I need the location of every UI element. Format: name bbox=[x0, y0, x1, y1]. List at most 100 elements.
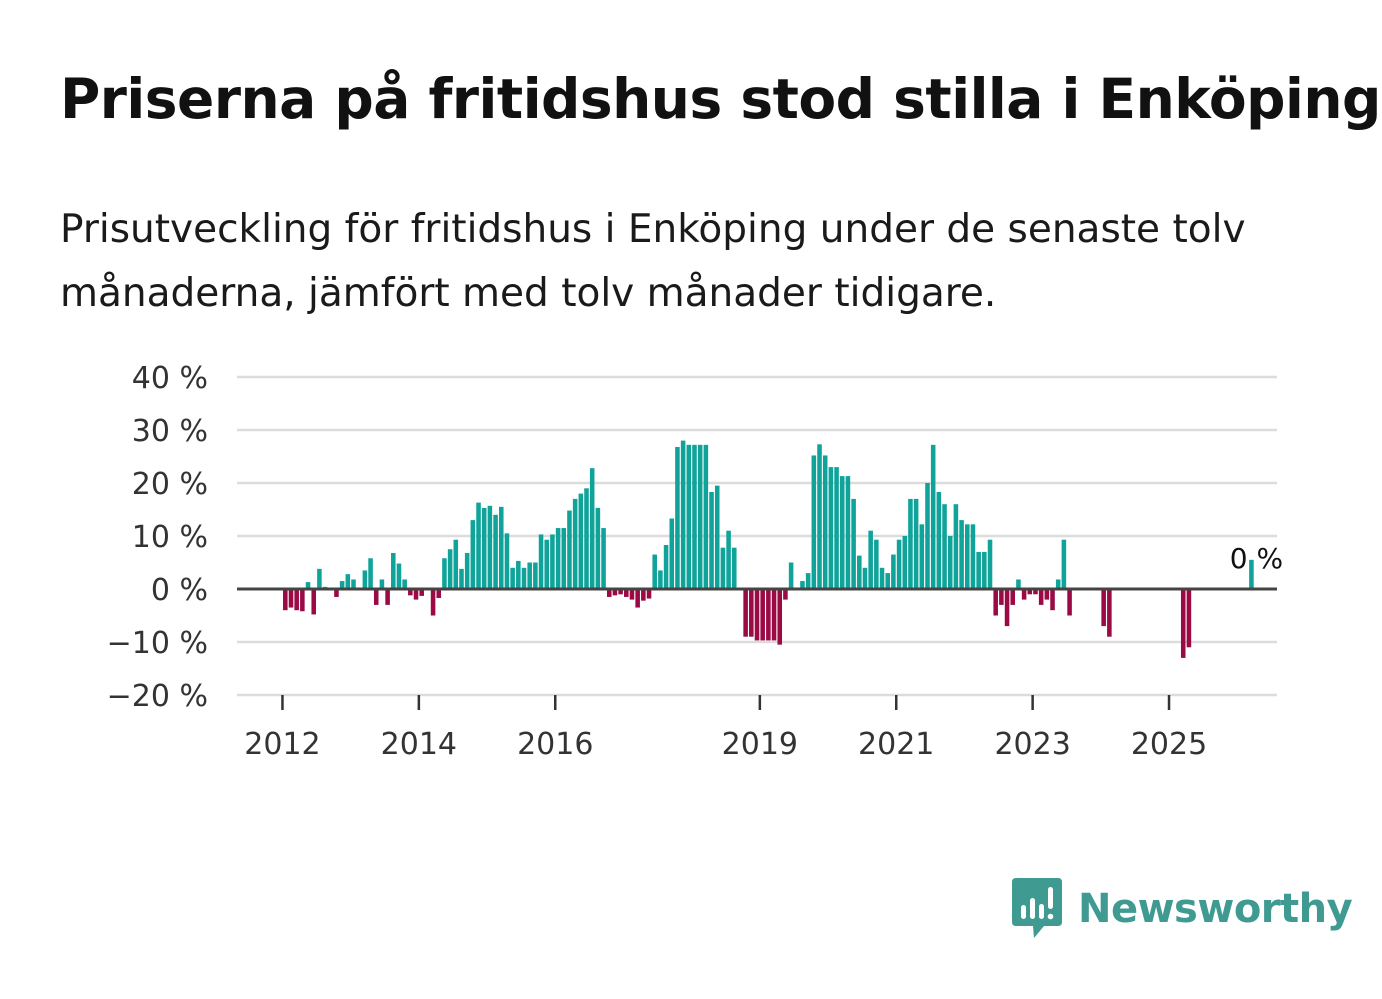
bar bbox=[692, 444, 697, 589]
bar bbox=[1067, 589, 1072, 616]
bar bbox=[902, 536, 908, 589]
bar bbox=[965, 524, 970, 589]
bar bbox=[788, 562, 794, 589]
y-tick-label: 0 % bbox=[151, 573, 208, 608]
chart-title: Priserna på fritidshus stod stilla i Enk… bbox=[60, 67, 1381, 131]
x-tick-label: 2025 bbox=[1131, 727, 1207, 762]
x-tick-label: 2012 bbox=[244, 727, 320, 762]
bar bbox=[783, 589, 788, 600]
bar bbox=[709, 492, 714, 589]
bar bbox=[618, 589, 623, 595]
bar bbox=[436, 589, 442, 599]
y-tick-label: −10 % bbox=[107, 626, 208, 661]
bar bbox=[521, 567, 527, 589]
bar bbox=[760, 589, 765, 641]
bar bbox=[680, 440, 686, 589]
bar bbox=[658, 570, 663, 589]
y-tick-label: 30 % bbox=[132, 414, 208, 449]
bar bbox=[982, 551, 987, 589]
bar bbox=[805, 573, 811, 589]
chart-subtitle: Prisutveckling för fritidshus i Enköping… bbox=[60, 207, 1246, 316]
bar bbox=[283, 589, 288, 611]
bar bbox=[555, 528, 561, 589]
bar bbox=[334, 589, 339, 597]
bar bbox=[1061, 539, 1067, 589]
bar bbox=[942, 504, 947, 589]
bar bbox=[487, 505, 493, 589]
bar bbox=[442, 558, 447, 589]
bar bbox=[317, 568, 322, 589]
bar bbox=[1016, 579, 1021, 589]
bar bbox=[470, 520, 476, 589]
bar bbox=[822, 455, 828, 589]
x-tick-label: 2019 bbox=[722, 727, 798, 762]
bar bbox=[766, 589, 771, 641]
bar bbox=[476, 502, 481, 589]
bar bbox=[567, 510, 572, 589]
bar bbox=[493, 514, 498, 589]
bar bbox=[731, 547, 737, 589]
grid-lines bbox=[237, 375, 1277, 697]
bar bbox=[1055, 579, 1061, 589]
x-tick-label: 2016 bbox=[517, 727, 593, 762]
bar bbox=[743, 589, 748, 637]
bar bbox=[379, 579, 385, 589]
bar bbox=[578, 493, 584, 589]
bar bbox=[1033, 589, 1038, 595]
y-axis-ticks: 40 % 30 % 20 % 10 % 0 % −10 % −20 % bbox=[107, 361, 208, 714]
bar bbox=[396, 563, 402, 589]
y-tick-label: 20 % bbox=[132, 467, 208, 502]
bar bbox=[584, 488, 589, 589]
bar bbox=[851, 498, 856, 589]
bar bbox=[839, 476, 845, 589]
bar bbox=[589, 468, 595, 589]
x-axis-ticks: 2012 2014 2016 2019 2021 2023 2025 bbox=[244, 695, 1207, 762]
bar bbox=[368, 558, 373, 589]
bar bbox=[1038, 589, 1044, 605]
bar bbox=[601, 528, 606, 589]
bar bbox=[925, 483, 930, 589]
bar bbox=[362, 570, 368, 589]
x-tick-label: 2023 bbox=[994, 727, 1070, 762]
bar bbox=[311, 589, 316, 615]
bar bbox=[714, 485, 720, 589]
bar bbox=[550, 534, 555, 589]
bar bbox=[544, 539, 549, 589]
bar bbox=[527, 562, 532, 589]
bar bbox=[391, 552, 396, 589]
bar bbox=[498, 506, 504, 589]
bar bbox=[663, 545, 669, 589]
bar bbox=[959, 520, 964, 589]
bar bbox=[339, 581, 345, 589]
bar bbox=[999, 589, 1004, 605]
x-tick-label: 2021 bbox=[858, 727, 934, 762]
bar bbox=[413, 589, 419, 600]
bar bbox=[817, 444, 822, 589]
bar bbox=[419, 589, 424, 596]
bar bbox=[646, 589, 652, 599]
bar bbox=[777, 589, 783, 645]
bar bbox=[629, 589, 635, 600]
bar bbox=[430, 589, 436, 616]
newsworthy-logo-text: Newsworthy bbox=[1078, 886, 1353, 932]
bar bbox=[1180, 589, 1186, 658]
bar bbox=[481, 507, 487, 589]
bar bbox=[572, 498, 578, 589]
annotations: 0 % bbox=[1230, 542, 1283, 575]
bar bbox=[447, 549, 453, 589]
bar bbox=[857, 555, 862, 589]
bar bbox=[538, 534, 544, 589]
bar bbox=[754, 589, 760, 641]
bar bbox=[1027, 589, 1033, 595]
bar bbox=[1186, 589, 1192, 648]
bar bbox=[697, 444, 703, 589]
bar bbox=[947, 536, 953, 589]
bar bbox=[453, 539, 459, 589]
bar bbox=[919, 524, 925, 589]
bar bbox=[800, 581, 805, 589]
bar bbox=[641, 589, 646, 601]
bar bbox=[305, 582, 311, 589]
bar bbox=[464, 552, 470, 589]
bar bbox=[845, 476, 851, 589]
